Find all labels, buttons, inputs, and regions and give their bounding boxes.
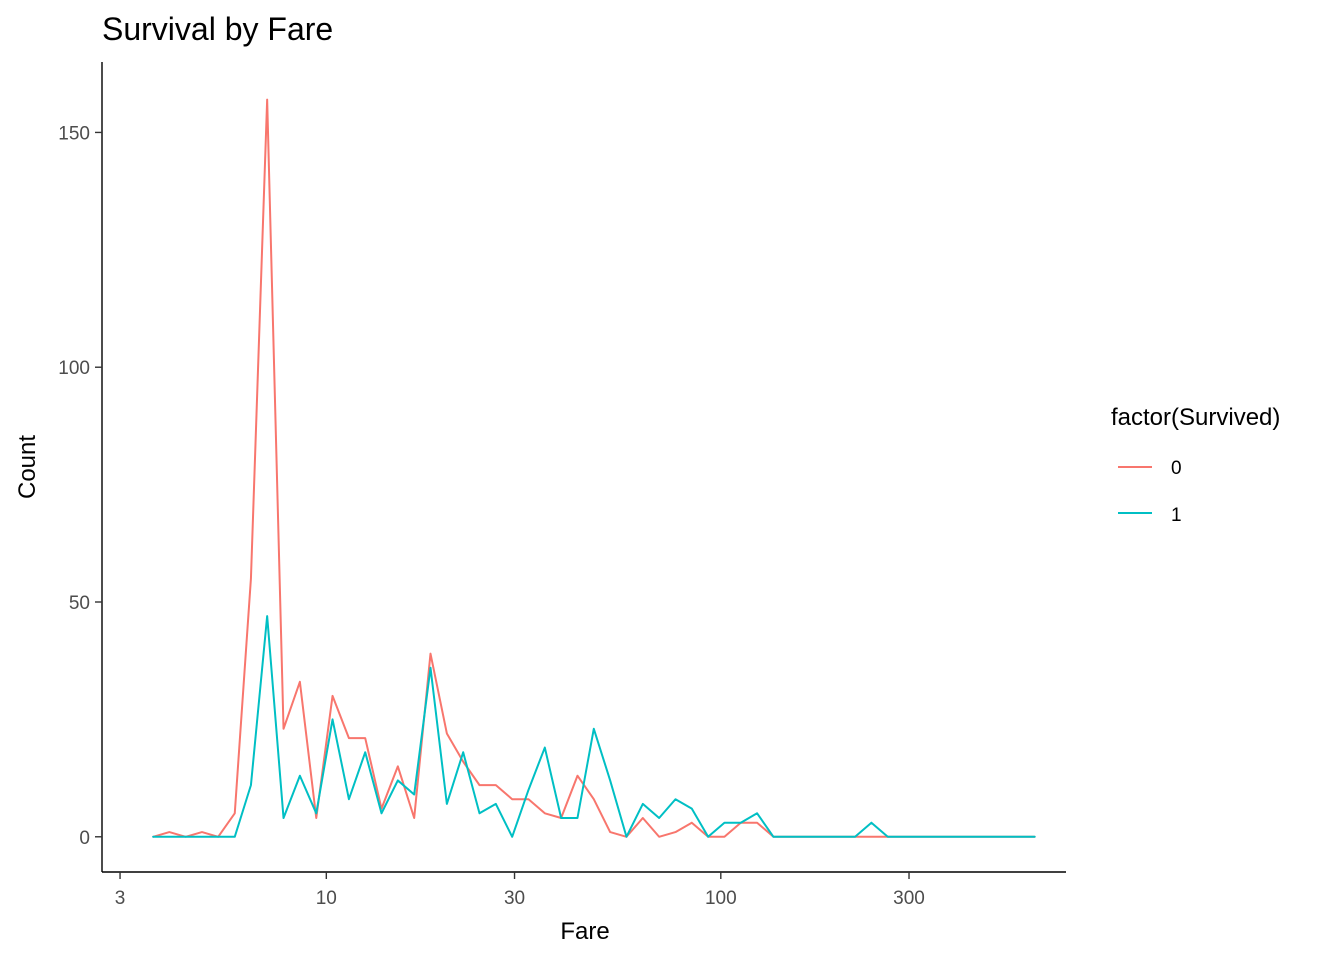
x-axis-title: Fare [560, 918, 609, 945]
legend-item-1: 1 [1118, 505, 1182, 526]
series-line-0 [152, 98, 1036, 838]
x-tick-label: 30 [504, 888, 525, 909]
x-tick-label: 10 [316, 888, 337, 909]
y-tick-label: 0 [79, 828, 90, 849]
series-line-1 [152, 615, 1036, 838]
y-tick-label: 50 [69, 593, 90, 614]
legend-label-0: 0 [1171, 458, 1182, 479]
legend-label-1: 1 [1171, 505, 1182, 526]
legend: factor(Survived) 0 1 [1111, 404, 1280, 526]
x-tick-label: 300 [893, 888, 925, 909]
chart-title: Survival by Fare [102, 11, 333, 47]
y-tick-label: 150 [58, 123, 90, 144]
y-axis-title: Count [14, 435, 41, 499]
x-tick-label: 100 [705, 888, 737, 909]
legend-item-0: 0 [1118, 458, 1182, 479]
plot-area [152, 98, 1036, 838]
y-tick-label: 100 [58, 358, 90, 379]
x-axis-ticks: 3 10 30 100 300 [115, 872, 925, 909]
x-tick-label: 3 [115, 888, 126, 909]
y-axis-ticks: 0 50 100 150 [58, 123, 102, 849]
legend-title: factor(Survived) [1111, 404, 1280, 431]
